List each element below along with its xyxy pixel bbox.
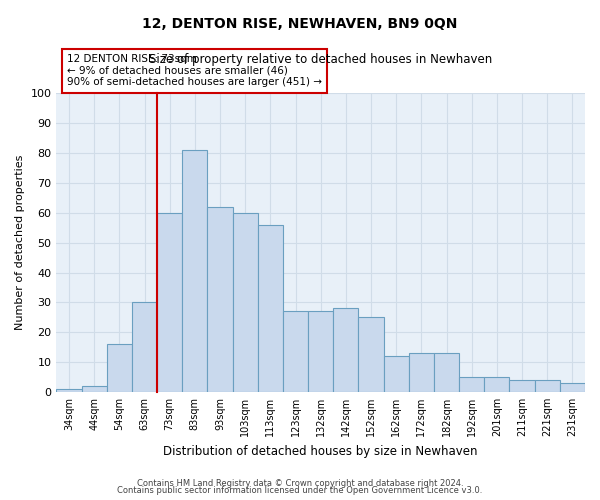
Bar bbox=[509, 380, 535, 392]
Bar bbox=[132, 302, 157, 392]
Bar bbox=[182, 150, 208, 392]
Text: Contains HM Land Registry data © Crown copyright and database right 2024.: Contains HM Land Registry data © Crown c… bbox=[137, 478, 463, 488]
Bar bbox=[233, 213, 258, 392]
Bar bbox=[484, 377, 509, 392]
Bar bbox=[560, 383, 585, 392]
Y-axis label: Number of detached properties: Number of detached properties bbox=[15, 155, 25, 330]
Bar bbox=[358, 318, 383, 392]
X-axis label: Distribution of detached houses by size in Newhaven: Distribution of detached houses by size … bbox=[163, 444, 478, 458]
Bar bbox=[409, 353, 434, 392]
Bar bbox=[308, 312, 333, 392]
Bar bbox=[535, 380, 560, 392]
Bar bbox=[434, 353, 459, 392]
Bar bbox=[56, 389, 82, 392]
Text: 12, DENTON RISE, NEWHAVEN, BN9 0QN: 12, DENTON RISE, NEWHAVEN, BN9 0QN bbox=[142, 18, 458, 32]
Bar bbox=[333, 308, 358, 392]
Bar bbox=[157, 213, 182, 392]
Text: 12 DENTON RISE: 73sqm
← 9% of detached houses are smaller (46)
90% of semi-detac: 12 DENTON RISE: 73sqm ← 9% of detached h… bbox=[67, 54, 322, 88]
Text: Contains public sector information licensed under the Open Government Licence v3: Contains public sector information licen… bbox=[118, 486, 482, 495]
Bar bbox=[258, 225, 283, 392]
Title: Size of property relative to detached houses in Newhaven: Size of property relative to detached ho… bbox=[149, 53, 493, 66]
Bar bbox=[82, 386, 107, 392]
Bar bbox=[283, 312, 308, 392]
Bar bbox=[107, 344, 132, 392]
Bar bbox=[208, 207, 233, 392]
Bar bbox=[383, 356, 409, 392]
Bar bbox=[459, 377, 484, 392]
